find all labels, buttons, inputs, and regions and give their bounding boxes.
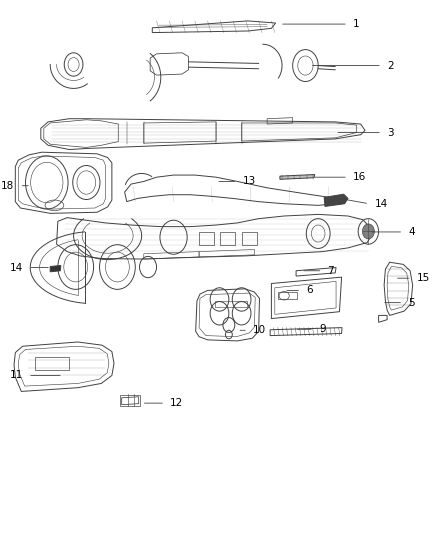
Circle shape xyxy=(362,224,374,239)
Text: 6: 6 xyxy=(306,286,313,295)
Bar xyxy=(215,301,247,307)
Bar xyxy=(220,232,235,245)
Bar xyxy=(242,232,257,245)
Text: 2: 2 xyxy=(387,61,394,70)
Text: 12: 12 xyxy=(170,398,184,408)
Text: 11: 11 xyxy=(10,370,23,381)
Bar xyxy=(278,292,297,300)
Text: 3: 3 xyxy=(387,127,394,138)
Text: 4: 4 xyxy=(408,227,415,237)
Text: 5: 5 xyxy=(408,297,415,308)
Polygon shape xyxy=(280,174,315,179)
Polygon shape xyxy=(324,194,348,206)
Text: 7: 7 xyxy=(328,266,334,276)
Polygon shape xyxy=(50,265,61,272)
Bar xyxy=(35,357,69,370)
Text: 18: 18 xyxy=(1,181,14,191)
Text: 16: 16 xyxy=(353,172,366,182)
Text: 13: 13 xyxy=(243,176,256,187)
Text: 9: 9 xyxy=(319,324,326,334)
Text: 14: 14 xyxy=(374,199,388,209)
Text: 14: 14 xyxy=(10,263,23,272)
Text: 15: 15 xyxy=(417,273,430,283)
Bar xyxy=(120,395,140,406)
Text: 10: 10 xyxy=(253,325,266,335)
Text: 1: 1 xyxy=(353,19,360,29)
Bar xyxy=(199,232,214,245)
